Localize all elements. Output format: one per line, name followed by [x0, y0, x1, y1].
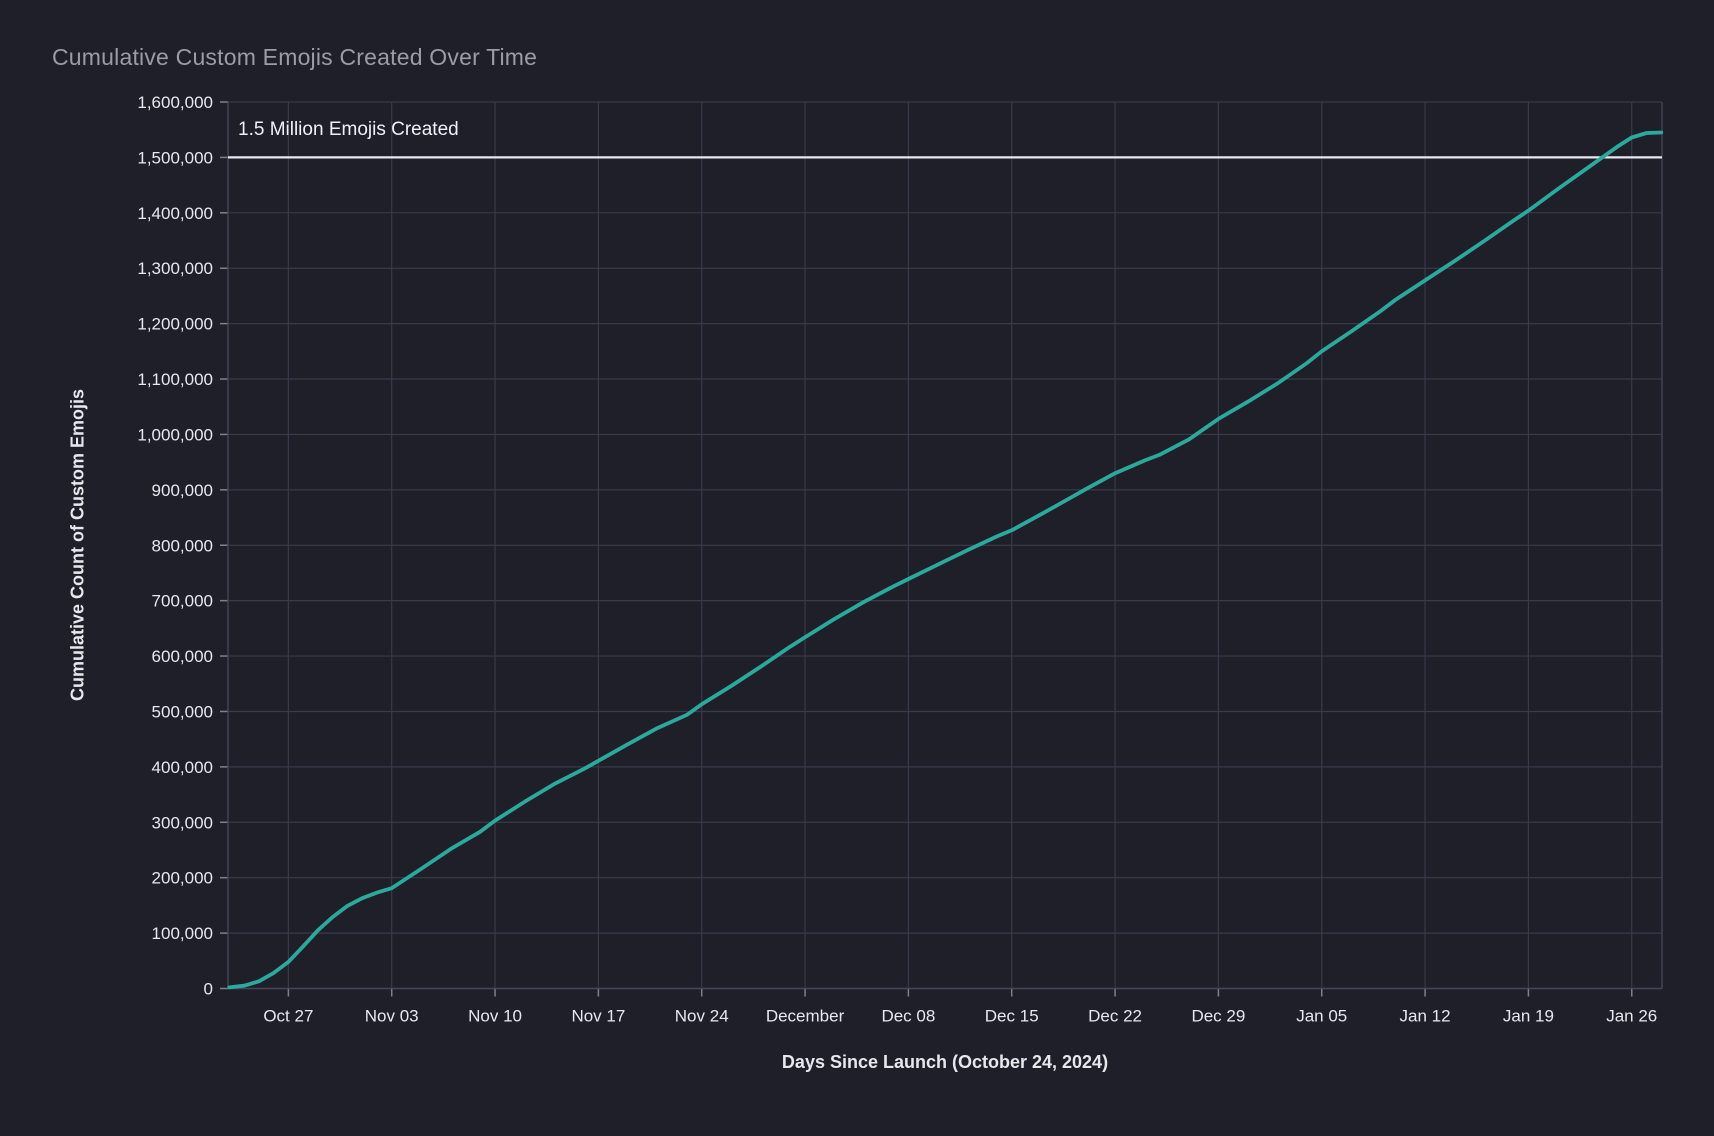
x-tick-label: Nov 17 [571, 1007, 625, 1026]
y-tick-label: 200,000 [152, 869, 213, 888]
series-line-cumulative-custom-emojis [227, 130, 1664, 990]
y-tick-label: 1,100,000 [137, 370, 213, 389]
x-tick-label: Dec 15 [985, 1007, 1039, 1026]
y-tick-label: 500,000 [152, 702, 213, 721]
x-tick-label: Nov 10 [468, 1007, 522, 1026]
y-tick-label: 1,400,000 [137, 204, 213, 223]
y-tick-label: 1,200,000 [137, 315, 213, 334]
chart-title: Cumulative Custom Emojis Created Over Ti… [52, 44, 538, 70]
x-tick-label: Nov 24 [675, 1007, 729, 1026]
y-tick-label: 600,000 [152, 647, 213, 666]
x-tick-label: Dec 29 [1191, 1007, 1245, 1026]
y-tick-label: 0 [204, 980, 213, 999]
reference-line-annotation: 1.5 Million Emojis Created [238, 119, 459, 140]
y-tick-label: 1,500,000 [137, 148, 213, 167]
x-tick-label: Jan 19 [1503, 1007, 1554, 1026]
y-tick-label: 100,000 [152, 924, 213, 943]
x-tick-label: Dec 08 [881, 1007, 935, 1026]
x-tick-label: Jan 12 [1400, 1007, 1451, 1026]
y-tick-label: 1,300,000 [137, 259, 213, 278]
y-tick-label: 800,000 [152, 536, 213, 555]
x-tick-label: Nov 03 [365, 1007, 419, 1026]
x-tick-label: Dec 22 [1088, 1007, 1142, 1026]
x-tick-label: December [766, 1007, 845, 1026]
y-tick-label: 400,000 [152, 758, 213, 777]
y-axis-title: Cumulative Count of Custom Emojis [67, 388, 88, 702]
x-tick-label: Jan 05 [1296, 1007, 1347, 1026]
y-tick-label: 1,600,000 [137, 93, 213, 112]
y-tick-label: 900,000 [152, 481, 213, 500]
y-tick-label: 1,000,000 [137, 425, 213, 444]
x-tick-label: Oct 27 [263, 1007, 313, 1026]
y-tick-label: 700,000 [152, 592, 213, 611]
x-axis-title: Days Since Launch (October 24, 2024) [781, 1052, 1109, 1072]
y-tick-label: 300,000 [152, 813, 213, 832]
x-tick-label: Jan 26 [1606, 1007, 1657, 1026]
